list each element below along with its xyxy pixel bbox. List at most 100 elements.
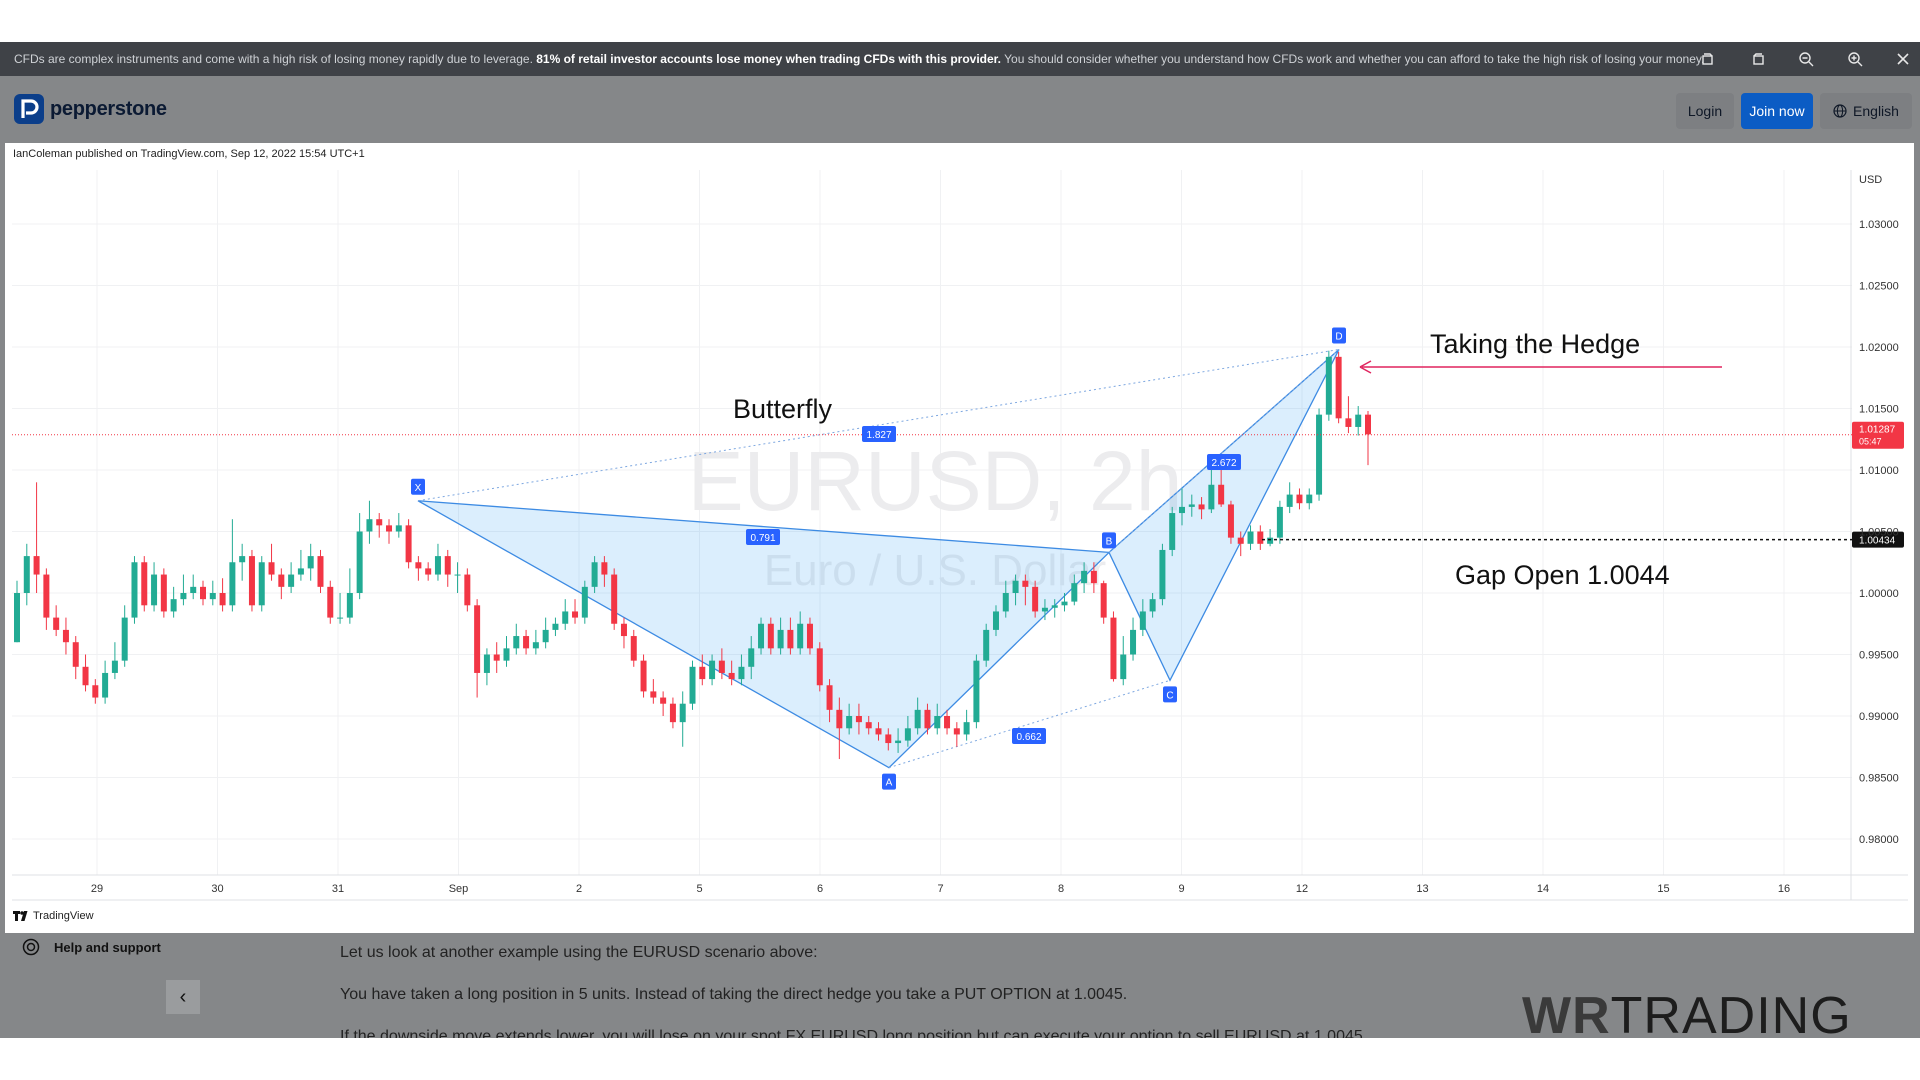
close-icon[interactable] (1891, 42, 1915, 76)
candle-body (669, 703, 676, 723)
pepperstone-logo-icon (14, 94, 44, 124)
candle-body (327, 586, 334, 618)
help-and-support[interactable]: Help and support (22, 938, 161, 956)
candle-body (248, 556, 255, 606)
candle-body (914, 709, 921, 729)
y-axis-tick-label: 1.02000 (1859, 342, 1899, 354)
candle-body (904, 728, 911, 741)
candle-body (268, 562, 275, 575)
candle-body (464, 574, 471, 606)
candle-body (1306, 494, 1313, 504)
last-price-badge (1852, 421, 1904, 449)
candle-body (1061, 601, 1068, 606)
pattern-bcd-triangle (1108, 348, 1340, 682)
candle-body (865, 722, 872, 729)
x-axis-tick-label: 8 (1058, 883, 1064, 895)
watermark-symbol: EURUSD, 2h (688, 434, 1183, 528)
candle-body (963, 722, 970, 735)
candle-body (1247, 531, 1254, 544)
candle-body (572, 611, 579, 618)
pattern-point-a-badge (882, 773, 896, 790)
x-axis-tick-label: 9 (1178, 883, 1184, 895)
candle-body (1218, 484, 1225, 505)
login-button[interactable]: Login (1676, 93, 1734, 129)
candle-body (258, 562, 265, 606)
candle-body (180, 593, 187, 600)
pattern-point-label: C (1166, 690, 1173, 701)
candle-body (1276, 506, 1283, 538)
candle-body (141, 562, 148, 606)
zoom-out-icon[interactable] (1794, 42, 1818, 76)
candle-body (992, 611, 999, 630)
candle-body (797, 623, 804, 649)
candle-body (1227, 504, 1234, 538)
candle-body (581, 586, 588, 618)
pattern-point-x-badge (411, 478, 425, 495)
x-axis-tick-label: 29 (91, 883, 103, 895)
candle-body (483, 654, 490, 673)
candle-body (160, 574, 167, 612)
pepperstone-logo[interactable]: pepperstone (14, 94, 167, 124)
tradingview-footer[interactable]: TradingView (13, 910, 94, 922)
candle-body (728, 672, 735, 680)
candle-body (1208, 484, 1215, 510)
ratio-label: 1.827 (866, 430, 891, 441)
candle-body (239, 556, 246, 563)
candle-body (1267, 537, 1274, 544)
rotate-right-icon[interactable] (1746, 42, 1770, 76)
y-axis-tick-label: 0.99500 (1859, 650, 1899, 662)
pattern-point-label: B (1106, 536, 1113, 547)
candle-body (934, 716, 941, 729)
language-selector[interactable]: English (1820, 93, 1912, 129)
ratio-badge (862, 426, 896, 442)
candle-body (23, 556, 30, 593)
candle-body (944, 716, 951, 729)
candle-body (288, 574, 295, 587)
join-now-button[interactable]: Join now (1741, 93, 1813, 129)
candle-body (386, 525, 393, 532)
candle-body (523, 636, 530, 649)
candle-body (317, 556, 324, 587)
hedge-arrow-head (1359, 360, 1372, 374)
article-paragraph-2: You have taken a long position in 5 unit… (340, 986, 1128, 1003)
candle-body (102, 672, 109, 698)
pattern-point-label: D (1335, 331, 1342, 342)
candle-body (503, 648, 510, 661)
y-axis-tick-label: 1.03000 (1859, 219, 1899, 231)
candle-body (738, 666, 745, 680)
x-axis-tick-label: 7 (937, 883, 943, 895)
candle-body (151, 574, 158, 606)
candle-body (1032, 586, 1039, 612)
risk-warning-text: CFDs are complex instruments and come wi… (14, 52, 1705, 66)
pattern-point-c-badge (1163, 686, 1177, 703)
chevron-left-icon: ‹ (179, 985, 187, 1008)
ratio-label: 0.791 (750, 533, 775, 544)
candle-body (983, 629, 990, 661)
y-axis-tick-label: 1.02500 (1859, 281, 1899, 293)
candle-body (111, 660, 118, 673)
candle-body (748, 648, 755, 667)
zoom-in-icon[interactable] (1843, 42, 1867, 76)
candle-body (1188, 504, 1195, 507)
candle-body (806, 623, 813, 649)
candle-body (92, 685, 99, 698)
candle-body (767, 623, 774, 649)
ratio-badge (1012, 728, 1046, 744)
candle-body (33, 556, 40, 575)
candle-body (1041, 607, 1048, 612)
candle-body (718, 660, 725, 673)
ratio-line-bd (1108, 349, 1340, 553)
candle-body (895, 740, 902, 744)
pattern-point-label: A (886, 778, 893, 789)
candle-body (1002, 593, 1009, 612)
rotate-left-icon[interactable] (1696, 42, 1720, 76)
candle-body (1130, 629, 1137, 655)
wr-trading-logo: WRTRADING (1522, 987, 1852, 1045)
candle-body (1081, 570, 1088, 584)
candle-body (1022, 580, 1029, 587)
collapse-sidebar-button[interactable]: ‹ (166, 980, 200, 1014)
candle-body (474, 605, 481, 673)
x-axis-tick-label: Sep (449, 883, 469, 895)
candle-body (689, 666, 696, 704)
